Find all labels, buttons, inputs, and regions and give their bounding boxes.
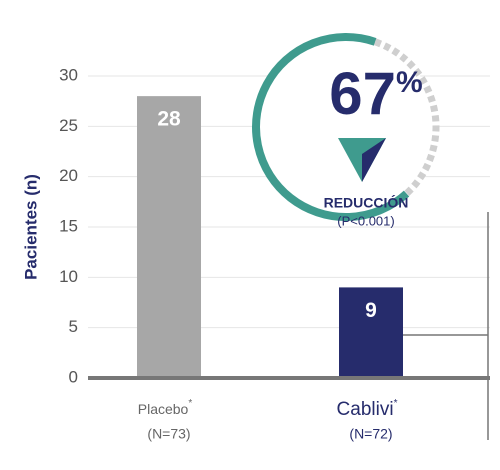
y-tick-label: 20 — [59, 166, 78, 185]
y-tick-label: 5 — [69, 317, 78, 336]
reduction-arc — [252, 33, 410, 221]
y-tick-label: 0 — [69, 367, 78, 386]
y-tick-label: 15 — [59, 216, 78, 235]
y-tick-label: 25 — [59, 116, 78, 135]
reduction-number: 67 — [329, 60, 396, 127]
category-mark: * — [394, 398, 398, 409]
bar — [339, 287, 403, 378]
y-tick-label: 10 — [59, 267, 78, 286]
circle-bg — [256, 37, 436, 217]
category-name: Placebo — [138, 401, 189, 417]
icon — [362, 138, 386, 182]
y-tick-label: 30 — [59, 65, 78, 84]
x-tick-label: Placebo* — [138, 398, 193, 417]
reduction-unit: % — [396, 66, 423, 99]
y-axis-label: Pacientes (n) — [21, 174, 40, 280]
reduction-label: REDUCCIÓN — [324, 194, 409, 211]
value-label: 28 — [157, 108, 181, 131]
bar — [137, 96, 201, 378]
x-tick-label: Cablivi* — [337, 398, 398, 420]
p-value: (P<0.001) — [337, 213, 394, 228]
reduction-value: 67% — [329, 60, 422, 127]
remaining-arc — [374, 38, 440, 197]
category-name: Cablivi — [337, 399, 394, 420]
category-note: (N=72) — [349, 426, 392, 442]
category-note: (N=73) — [147, 426, 190, 442]
category-mark: * — [188, 398, 192, 409]
value-label: 9 — [365, 299, 377, 322]
